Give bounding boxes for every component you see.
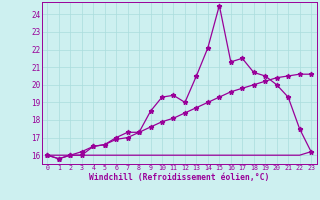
X-axis label: Windchill (Refroidissement éolien,°C): Windchill (Refroidissement éolien,°C)	[89, 173, 269, 182]
